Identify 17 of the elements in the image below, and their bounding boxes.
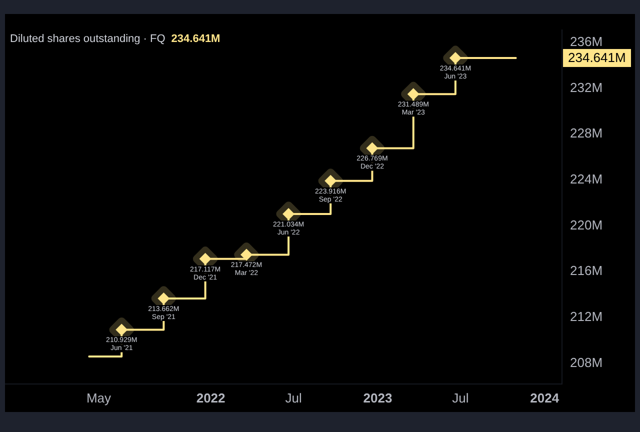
- x-tick-label: May: [86, 390, 112, 406]
- y-tick-label: 212M: [570, 309, 603, 324]
- x-tick-label: Jul: [452, 390, 469, 406]
- x-tick-label: 2022: [196, 390, 226, 406]
- y-tick-label: 216M: [570, 263, 603, 278]
- chart-title: Diluted shares outstanding · FQ: [10, 32, 166, 45]
- text: 234.641M: [568, 50, 626, 66]
- x-tick-label: 2023: [363, 390, 392, 406]
- y-tick-label: 224M: [570, 172, 603, 187]
- y-tick-label: 232M: [570, 80, 603, 95]
- x-tick-label: 2024: [530, 390, 560, 406]
- x-tick-label: Jul: [285, 390, 302, 406]
- y-tick-label: 208M: [570, 354, 603, 370]
- y-tick-label: 236M: [570, 34, 603, 49]
- chart-subtitle: 234.641M: [171, 32, 220, 45]
- y-tick-label: 220M: [570, 217, 603, 232]
- y-tick-label: 228M: [570, 126, 603, 141]
